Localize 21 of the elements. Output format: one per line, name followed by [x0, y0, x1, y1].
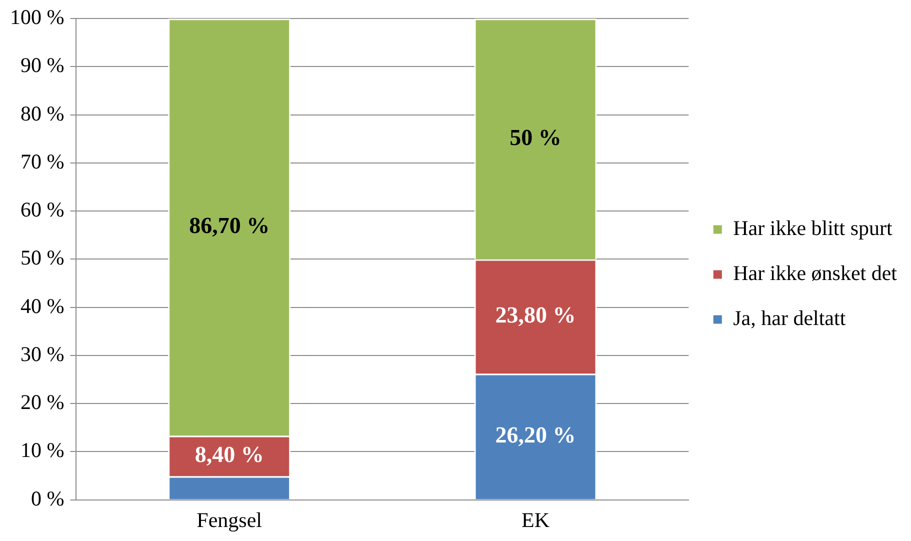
legend-label: Ja, har deltatt [733, 306, 846, 330]
data-label: 23,80 % [495, 302, 576, 328]
legend-label: Har ikke blitt spurt [733, 216, 893, 240]
x-tick-label: Fengsel [196, 508, 262, 532]
y-tick-label: 30 % [20, 342, 64, 366]
y-tick-label: 0 % [30, 486, 64, 510]
y-tick-label: 80 % [20, 101, 64, 126]
x-tick-label: EK [522, 508, 550, 532]
data-label: 50 % [510, 124, 562, 150]
data-label: 26,20 % [495, 422, 576, 448]
y-tick-label: 50 % [20, 246, 64, 270]
y-tick-label: 90 % [20, 53, 64, 78]
data-label: 8,40 % [194, 442, 264, 467]
legend-label: Har ikke ønsket det [733, 261, 898, 286]
data-label: 86,70 % [189, 213, 270, 238]
y-tick-label: 20 % [20, 390, 64, 414]
y-tick-label: 70 % [20, 149, 64, 174]
y-tick-label: 60 % [20, 198, 64, 222]
y-tick-label: 100 % [10, 5, 64, 30]
y-tick-label: 10 % [20, 438, 64, 462]
y-tick-label: 40 % [20, 294, 64, 318]
